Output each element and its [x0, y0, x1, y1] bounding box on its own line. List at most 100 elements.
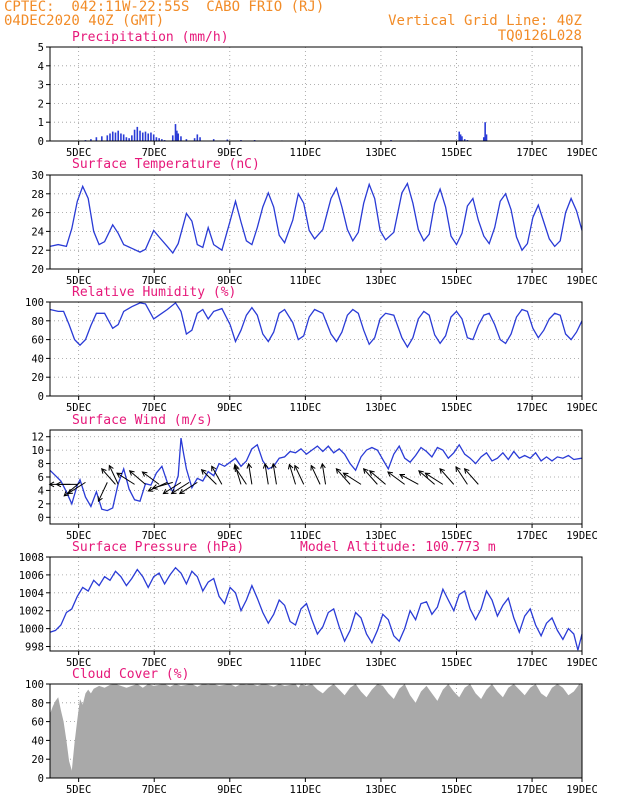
y-tick-label: 2	[38, 98, 44, 110]
y-tick-label: 24	[31, 226, 44, 238]
wind-arrow	[439, 468, 455, 485]
y-tick-label: 1000	[19, 624, 44, 636]
wind-arrow-head	[116, 472, 123, 478]
panel-4-frame	[49, 429, 583, 525]
y-tick-label: 20	[31, 754, 44, 766]
x-tick-label: 19DEC	[566, 657, 598, 669]
precip-bar	[458, 131, 461, 141]
wind-arrow-head	[178, 488, 185, 495]
y-tick-label: 0	[38, 391, 44, 403]
wind-arrow	[248, 463, 253, 485]
wind-arrow	[142, 471, 160, 485]
y-tick-label: 100	[25, 297, 44, 309]
x-tick-label: 19DEC	[566, 784, 598, 796]
x-tick-label: 11DEC	[290, 530, 322, 542]
wind-arrow-head	[233, 463, 239, 470]
y-tick-label: 28	[31, 189, 44, 201]
x-tick-label: 5DEC	[66, 402, 91, 414]
wind-arrow-head	[128, 470, 135, 476]
wind-arrow	[116, 472, 135, 485]
precip-bar	[461, 136, 463, 141]
y-tick-label: 40	[31, 735, 44, 747]
panel-2-frame	[49, 174, 583, 270]
precip-bar	[180, 136, 182, 141]
x-tick-label: 13DEC	[365, 657, 397, 669]
wind-arrow-head	[234, 466, 240, 473]
wind-arrow	[418, 470, 436, 485]
y-tick-label: 6	[38, 472, 44, 484]
y-tick-label: 1002	[19, 606, 44, 618]
y-tick-label: 0	[38, 512, 44, 524]
x-tick-label: 13DEC	[365, 275, 397, 287]
wind-arrow-head	[320, 462, 326, 469]
precip-bar	[459, 134, 462, 141]
x-tick-label: 7DEC	[142, 530, 167, 542]
precip-bar	[109, 133, 111, 141]
y-tick-label: 80	[31, 316, 44, 328]
precip-bar	[193, 138, 196, 141]
wind-arrow-head	[63, 491, 70, 497]
precip-bar	[131, 135, 133, 141]
wind-arrow	[97, 482, 108, 502]
x-tick-label: 15DEC	[441, 657, 473, 669]
wind-arrow	[67, 481, 86, 494]
y-tick-label: 1004	[19, 588, 44, 600]
wind-arrow-head	[246, 462, 253, 469]
panel-6-frame	[49, 683, 583, 779]
precip-bar	[120, 133, 122, 141]
precip-bar	[125, 137, 128, 141]
precip-bar	[106, 135, 109, 141]
wind-arrow-head	[387, 471, 393, 477]
x-tick-label: 11DEC	[290, 657, 322, 669]
precip-bar	[174, 124, 177, 141]
y-tick-label: 1006	[19, 570, 44, 582]
wind-arrow	[294, 465, 305, 485]
precip-bar	[185, 139, 188, 141]
precip-bar	[133, 129, 136, 141]
wind-arrow-head	[200, 469, 207, 475]
y-tick-label: 1	[38, 117, 44, 129]
x-tick-label: 11DEC	[290, 275, 322, 287]
x-tick-label: 7DEC	[142, 657, 167, 669]
precip-bar	[161, 139, 163, 141]
wind-arrow-head	[108, 464, 114, 471]
wind-arrow	[343, 472, 362, 485]
y-tick-label: 100	[25, 679, 44, 691]
wind-arrow-head	[55, 481, 62, 488]
y-tick-label: 4	[38, 485, 44, 497]
y-tick-label: 0	[38, 773, 44, 785]
precip-bar	[212, 139, 215, 141]
wind-arrow	[464, 468, 479, 485]
y-tick-label: 80	[31, 698, 44, 710]
wind-arrow	[272, 463, 277, 485]
x-tick-label: 9DEC	[217, 530, 242, 542]
precip-bar	[128, 138, 130, 141]
wind-arrow-head	[294, 464, 300, 471]
wind-arrow	[387, 471, 405, 485]
wind-arrow-head	[418, 470, 424, 476]
y-tick-label: 4	[38, 61, 44, 73]
x-tick-label: 9DEC	[217, 657, 242, 669]
precip-bar	[144, 131, 147, 141]
precip-bar	[155, 137, 158, 141]
y-tick-label: 10	[31, 445, 44, 457]
precip-bar	[482, 137, 485, 141]
precip-bar	[152, 134, 155, 141]
series-line	[49, 301, 583, 349]
x-tick-label: 19DEC	[566, 275, 598, 287]
y-tick-label: 20	[31, 264, 44, 276]
x-tick-label: 19DEC	[566, 147, 598, 159]
wind-arrow-head	[141, 471, 148, 477]
x-tick-label: 9DEC	[217, 402, 242, 414]
wind-arrow-head	[170, 488, 177, 495]
x-tick-label: 9DEC	[217, 275, 242, 287]
y-tick-label: 20	[31, 372, 44, 384]
panel-1-title: Precipitation (mm/h)	[72, 30, 229, 45]
panel-4-title: Surface Wind (m/s)	[72, 413, 213, 428]
x-tick-label: 17DEC	[516, 275, 548, 287]
cloud-area	[50, 684, 582, 778]
wind-arrow-head	[368, 470, 375, 476]
wind-arrow	[399, 474, 419, 485]
precip-bar	[158, 138, 160, 141]
